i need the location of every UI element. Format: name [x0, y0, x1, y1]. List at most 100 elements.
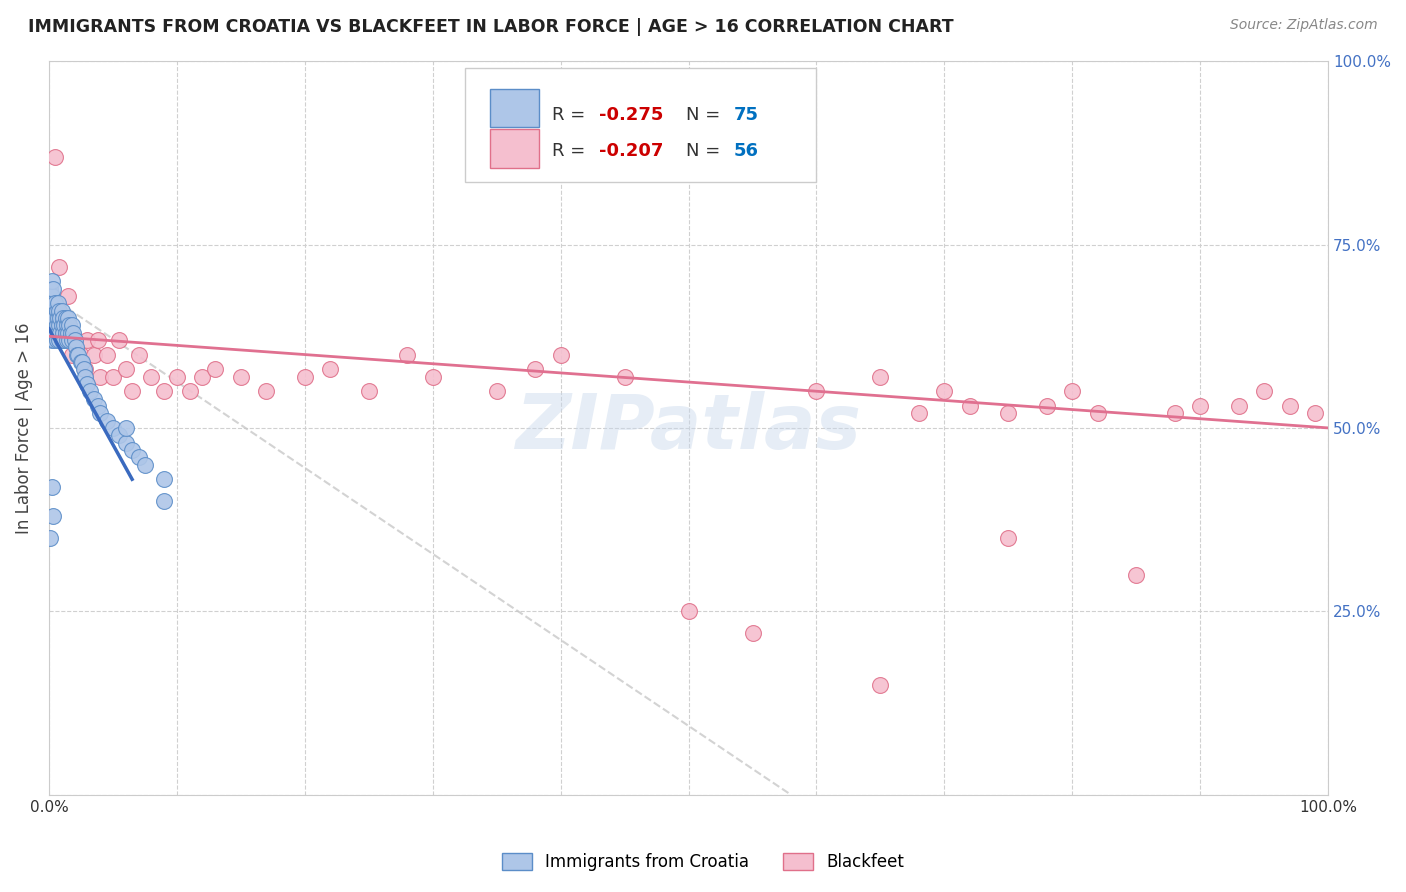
Point [1035, 399, 1057, 413]
Text: ZIPatlas: ZIPatlas [516, 391, 862, 465]
Point [96, 414, 118, 428]
Point [41, 480, 63, 494]
Point [114, 435, 136, 450]
Point [60, 333, 83, 347]
Point [141, 369, 163, 384]
Point [70, 355, 93, 369]
Point [89, 369, 111, 384]
Point [485, 384, 508, 399]
Point [89, 406, 111, 420]
Point [114, 421, 136, 435]
Point [39, 296, 62, 310]
Text: 75: 75 [734, 105, 758, 124]
Point [869, 369, 891, 384]
Point [76, 333, 98, 347]
Point [65, 340, 87, 354]
Point [56, 318, 79, 333]
Point [70, 347, 93, 361]
Point [1062, 384, 1084, 399]
Legend: Immigrants from Croatia, Blackfeet: Immigrants from Croatia, Blackfeet [494, 845, 912, 880]
Point [128, 450, 150, 465]
Point [41, 303, 63, 318]
Point [550, 347, 572, 361]
Point [959, 399, 981, 413]
Point [44, 326, 66, 340]
Point [42, 318, 65, 333]
Point [907, 406, 929, 420]
Point [56, 289, 79, 303]
Point [741, 626, 763, 640]
Point [166, 369, 188, 384]
Point [46, 310, 69, 325]
Point [121, 442, 143, 457]
Text: 56: 56 [734, 142, 758, 160]
Point [254, 384, 277, 399]
Point [319, 362, 342, 376]
Point [58, 333, 80, 347]
Point [114, 362, 136, 376]
Point [41, 289, 63, 303]
Point [76, 376, 98, 391]
Point [1227, 399, 1250, 413]
Point [396, 347, 419, 361]
Point [42, 296, 65, 310]
Point [96, 347, 118, 361]
Point [63, 333, 86, 347]
Point [51, 303, 73, 318]
Point [44, 310, 66, 325]
Point [153, 472, 176, 486]
Point [39, 310, 62, 325]
Point [101, 369, 124, 384]
Y-axis label: In Labor Force | Age > 16: In Labor Force | Age > 16 [15, 322, 32, 533]
Point [53, 310, 76, 325]
Point [294, 369, 316, 384]
Point [72, 362, 94, 376]
Point [48, 303, 70, 318]
Point [1305, 406, 1327, 420]
Point [1087, 406, 1109, 420]
Point [51, 326, 73, 340]
Point [357, 384, 380, 399]
Point [62, 326, 84, 340]
Text: R =: R = [551, 105, 591, 124]
Point [42, 333, 65, 347]
Point [51, 318, 73, 333]
Point [934, 384, 956, 399]
Point [42, 508, 65, 523]
Point [613, 369, 636, 384]
Point [108, 428, 131, 442]
Point [70, 355, 93, 369]
Point [45, 303, 67, 318]
Point [48, 260, 70, 274]
Point [58, 318, 80, 333]
Point [1163, 406, 1185, 420]
Point [73, 362, 96, 376]
Point [83, 347, 105, 361]
Point [41, 333, 63, 347]
Point [59, 326, 82, 340]
Point [42, 310, 65, 325]
Point [101, 421, 124, 435]
Point [422, 369, 444, 384]
Point [48, 318, 70, 333]
Point [56, 310, 79, 325]
FancyBboxPatch shape [491, 89, 538, 128]
Point [1278, 399, 1301, 413]
Point [45, 333, 67, 347]
Text: IMMIGRANTS FROM CROATIA VS BLACKFEET IN LABOR FORCE | AGE > 16 CORRELATION CHART: IMMIGRANTS FROM CROATIA VS BLACKFEET IN … [28, 18, 953, 36]
Point [51, 333, 73, 347]
Point [67, 347, 90, 361]
Text: N =: N = [686, 142, 725, 160]
Point [39, 326, 62, 340]
Text: -0.207: -0.207 [599, 142, 664, 160]
Point [997, 531, 1019, 545]
Point [39, 531, 62, 545]
Text: N =: N = [686, 105, 725, 124]
Point [52, 310, 75, 325]
Point [108, 333, 131, 347]
Point [42, 326, 65, 340]
Text: Source: ZipAtlas.com: Source: ZipAtlas.com [1230, 18, 1378, 32]
Point [42, 281, 65, 295]
Point [49, 310, 72, 325]
Point [53, 318, 76, 333]
